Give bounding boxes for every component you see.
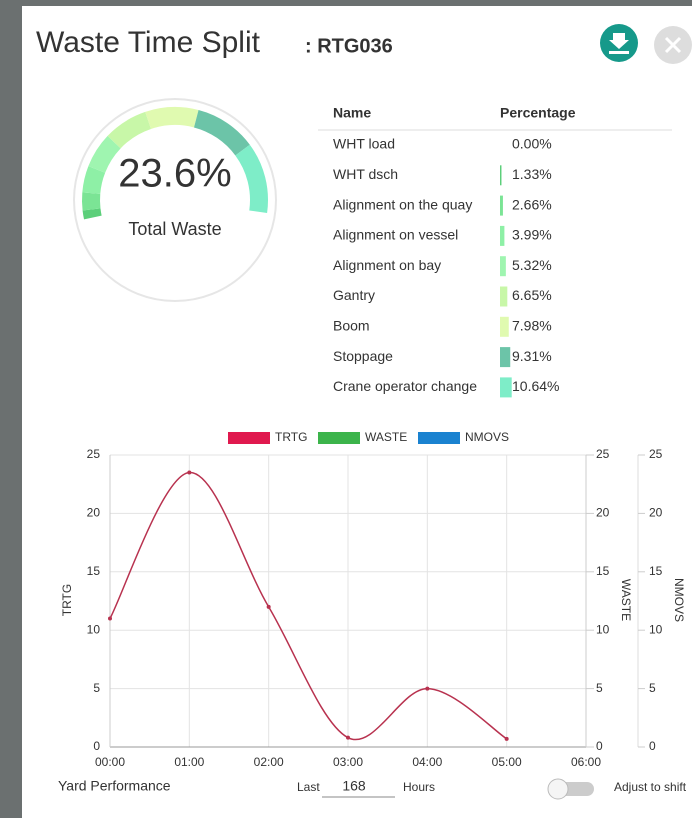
y2-axis-label: WASTE bbox=[619, 579, 633, 621]
row-bar bbox=[500, 196, 503, 216]
page: Waste Time Split : RTG036 23.6% Total Wa… bbox=[0, 0, 692, 818]
x-tick-label: 06:00 bbox=[571, 755, 601, 769]
legend-label: TRTG bbox=[275, 430, 307, 444]
y-axis-label: TRTG bbox=[60, 584, 74, 616]
row-name: Alignment on vessel bbox=[333, 227, 458, 243]
row-name: WHT dsch bbox=[333, 166, 398, 182]
x-tick-label: 04:00 bbox=[412, 755, 442, 769]
x-tick-label: 03:00 bbox=[333, 755, 363, 769]
y2-tick-label: 0 bbox=[596, 739, 603, 753]
row-bar bbox=[500, 165, 501, 185]
row-value: 2.66% bbox=[512, 196, 552, 212]
crane-id: : RTG036 bbox=[305, 35, 393, 57]
legend-label: WASTE bbox=[365, 430, 407, 444]
y3-tick-label: 25 bbox=[649, 447, 663, 461]
gauge-segment bbox=[92, 209, 93, 217]
row-value: 10.64% bbox=[512, 378, 559, 394]
x-tick-label: 05:00 bbox=[492, 755, 522, 769]
row-bar bbox=[500, 287, 507, 307]
gauge-segment bbox=[148, 116, 196, 120]
table-header: Name bbox=[333, 105, 371, 121]
title: Waste Time Split bbox=[36, 26, 261, 59]
hours-unit: Hours bbox=[403, 780, 435, 794]
row-bar bbox=[500, 347, 510, 367]
series-point bbox=[267, 605, 271, 609]
y-tick-label: 0 bbox=[93, 739, 100, 753]
legend-swatch bbox=[318, 432, 360, 444]
y2-tick-label: 10 bbox=[596, 622, 610, 636]
legend-swatch bbox=[418, 432, 460, 444]
row-value: 7.98% bbox=[512, 318, 552, 334]
table-header: Percentage bbox=[500, 105, 576, 121]
y3-tick-label: 0 bbox=[649, 739, 656, 753]
y2-tick-label: 25 bbox=[596, 447, 610, 461]
series-point bbox=[346, 736, 350, 740]
row-name: WHT load bbox=[333, 136, 395, 152]
y3-axis-label: NMOVS bbox=[672, 578, 686, 622]
gauge-segment bbox=[91, 193, 92, 209]
y3-tick-label: 5 bbox=[649, 681, 656, 695]
last-label: Last bbox=[297, 780, 320, 794]
y-tick-label: 15 bbox=[87, 564, 101, 578]
row-value: 5.32% bbox=[512, 257, 552, 273]
row-value: 3.99% bbox=[512, 227, 552, 243]
toggle-label: Adjust to shift bbox=[614, 780, 687, 794]
y3-tick-label: 20 bbox=[649, 506, 663, 520]
row-bar bbox=[500, 226, 504, 246]
gauge-ring bbox=[74, 99, 276, 301]
series-point bbox=[425, 687, 429, 691]
y2-tick-label: 20 bbox=[596, 506, 610, 520]
row-name: Alignment on the quay bbox=[333, 196, 472, 212]
close-button[interactable] bbox=[654, 26, 692, 64]
screen: Waste Time Split : RTG036 23.6% Total Wa… bbox=[0, 0, 692, 818]
legend-label: NMOVS bbox=[465, 430, 509, 444]
row-value: 6.65% bbox=[512, 287, 552, 303]
row-name: Alignment on bay bbox=[333, 257, 441, 273]
gauge-label: Total Waste bbox=[128, 219, 221, 239]
y-tick-label: 20 bbox=[87, 506, 101, 520]
y2-tick-label: 15 bbox=[596, 564, 610, 578]
gauge-value: 23.6% bbox=[118, 152, 231, 196]
row-name: Gantry bbox=[333, 287, 375, 303]
series-point bbox=[187, 471, 191, 475]
series-point bbox=[108, 617, 112, 621]
y3-tick-label: 15 bbox=[649, 564, 663, 578]
gauge-segment bbox=[91, 169, 96, 193]
y-tick-label: 25 bbox=[87, 447, 101, 461]
row-name: Boom bbox=[333, 318, 370, 334]
y3-tick-label: 10 bbox=[649, 622, 663, 636]
row-bar bbox=[500, 377, 512, 397]
x-tick-label: 02:00 bbox=[254, 755, 284, 769]
row-name: Stoppage bbox=[333, 348, 393, 364]
y-tick-label: 10 bbox=[87, 622, 101, 636]
legend-swatch bbox=[228, 432, 270, 444]
footer-label: Yard Performance bbox=[58, 778, 171, 794]
row-value: 1.33% bbox=[512, 166, 552, 182]
hours-input[interactable]: 168 bbox=[342, 778, 366, 794]
y-tick-label: 5 bbox=[93, 681, 100, 695]
row-value: 0.00% bbox=[512, 136, 552, 152]
row-bar bbox=[500, 317, 509, 337]
y2-tick-label: 5 bbox=[596, 681, 603, 695]
row-bar bbox=[500, 256, 506, 276]
series-point bbox=[505, 737, 509, 741]
x-tick-label: 01:00 bbox=[174, 755, 204, 769]
row-name: Crane operator change bbox=[333, 378, 477, 394]
row-value: 9.31% bbox=[512, 348, 552, 364]
x-tick-label: 00:00 bbox=[95, 755, 125, 769]
download-button[interactable] bbox=[600, 24, 638, 62]
